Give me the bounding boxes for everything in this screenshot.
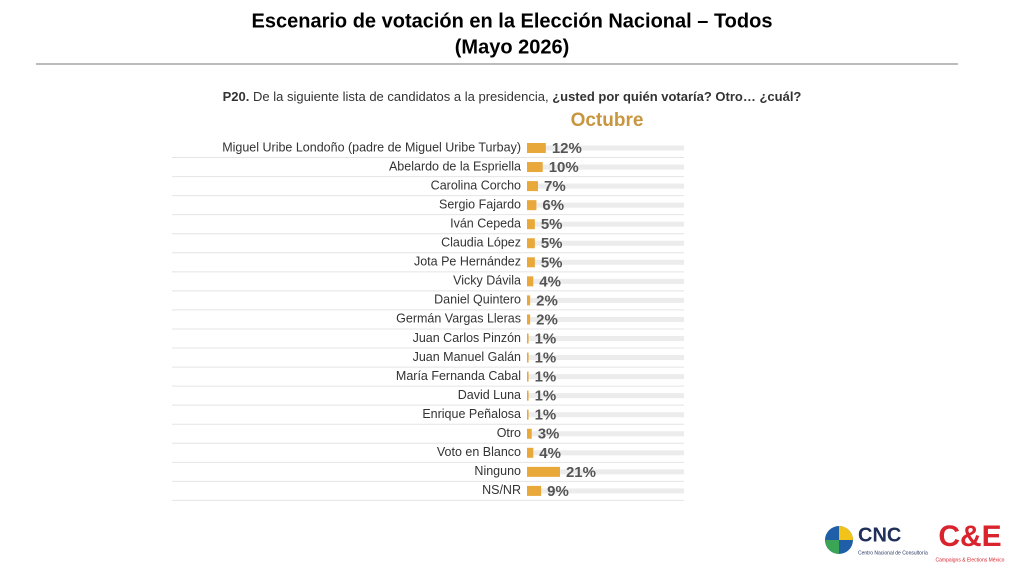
bar — [527, 200, 537, 211]
bar-track — [527, 297, 684, 303]
category-label: Daniel Quintero — [434, 293, 521, 307]
cnc-mark-part — [825, 540, 839, 554]
question-number: P20. — [223, 89, 250, 104]
bar — [527, 181, 538, 192]
value-label: 6% — [542, 197, 564, 214]
value-label: 2% — [536, 311, 558, 328]
category-label: Ninguno — [474, 464, 521, 478]
bar-track — [527, 221, 684, 227]
bar — [527, 485, 542, 496]
title: Escenario de votación en la Elección Nac… — [252, 10, 773, 32]
question: P20. De la siguiente lista de candidatos… — [223, 89, 802, 104]
question-text: De la siguiente lista de candidatos a la… — [253, 89, 549, 104]
category-label: Otro — [497, 426, 521, 440]
bar — [527, 238, 535, 249]
question-emphasis: ¿usted por quién votaría? Otro… ¿cuál? — [552, 89, 801, 104]
cnc-subtext: Centro Nacional de Consultoría — [858, 550, 928, 556]
value-label: 7% — [544, 178, 566, 195]
category-label: Claudia López — [441, 236, 521, 250]
bar — [527, 295, 531, 306]
bar — [527, 409, 529, 420]
bar-track — [527, 316, 684, 322]
bar — [527, 276, 534, 287]
value-label: 21% — [566, 464, 596, 481]
bar — [527, 371, 529, 382]
bar — [527, 447, 534, 458]
ce-subtext: Campaigns & Elections México — [936, 557, 1005, 563]
category-label: Germán Vargas Lleras — [396, 312, 521, 326]
chart: Miguel Uribe Londoño (padre de Miguel Ur… — [172, 140, 684, 501]
category-label: Enrique Peñalosa — [422, 407, 521, 421]
value-label: 1% — [535, 369, 557, 386]
bar-track — [527, 488, 684, 494]
bar-track — [527, 412, 684, 418]
bar-track — [527, 240, 684, 246]
bar — [527, 333, 529, 344]
value-label: 1% — [535, 330, 557, 347]
category-label: Juan Carlos Pinzón — [413, 331, 521, 345]
subtitle: (Mayo 2026) — [455, 36, 570, 58]
value-label: 10% — [549, 159, 579, 176]
bar — [527, 143, 546, 153]
category-label: Sergio Fajardo — [439, 197, 521, 211]
bar-track — [527, 336, 684, 341]
bar-track — [527, 202, 684, 208]
cnc-logo: CNC Centro Nacional de Consultoría — [825, 524, 928, 556]
bar-track — [527, 145, 684, 151]
bar — [527, 390, 529, 401]
bar-track — [527, 431, 684, 437]
bar-track — [527, 259, 684, 265]
category-label: Miguel Uribe Londoño (padre de Miguel Ur… — [222, 140, 521, 154]
bar-track — [527, 450, 684, 456]
category-label: Voto en Blanco — [437, 445, 521, 459]
category-label: NS/NR — [482, 483, 521, 497]
category-label: Juan Manuel Galán — [413, 350, 521, 364]
cnc-text: CNC — [858, 524, 901, 546]
bar — [527, 257, 535, 268]
value-label: 3% — [538, 426, 560, 443]
category-label: Iván Cepeda — [450, 216, 521, 230]
value-label: 5% — [541, 235, 563, 252]
bar — [527, 466, 560, 477]
category-label: Jota Pe Hernández — [414, 255, 521, 269]
value-label: 1% — [535, 350, 557, 367]
ce-text: C&E — [938, 520, 1001, 553]
value-label: 1% — [535, 407, 557, 424]
bar-track — [527, 164, 684, 170]
category-label: Carolina Corcho — [431, 178, 521, 192]
bar — [527, 219, 535, 230]
bar-track — [527, 393, 684, 399]
bar — [527, 352, 529, 363]
value-label: 2% — [536, 292, 558, 309]
bar-track — [527, 183, 684, 189]
value-label: 5% — [541, 216, 563, 233]
bar — [527, 314, 531, 325]
value-label: 9% — [547, 483, 569, 500]
category-label: María Fernanda Cabal — [396, 369, 521, 383]
category-label: Abelardo de la Espriella — [389, 159, 521, 173]
cnc-mark-part — [839, 526, 853, 540]
value-label: 12% — [552, 140, 582, 157]
value-label: 4% — [539, 273, 561, 290]
bar-track — [527, 355, 684, 361]
category-label: David Luna — [458, 388, 521, 402]
value-label: 4% — [539, 445, 561, 462]
value-label: 1% — [535, 388, 557, 405]
bar — [527, 428, 532, 439]
category-label: Vicky Dávila — [453, 274, 521, 288]
bar — [527, 162, 543, 173]
series-label: Octubre — [571, 110, 644, 131]
bar-track — [527, 278, 684, 284]
bar-track — [527, 374, 684, 380]
value-label: 5% — [541, 254, 563, 271]
bar-track — [527, 469, 684, 475]
